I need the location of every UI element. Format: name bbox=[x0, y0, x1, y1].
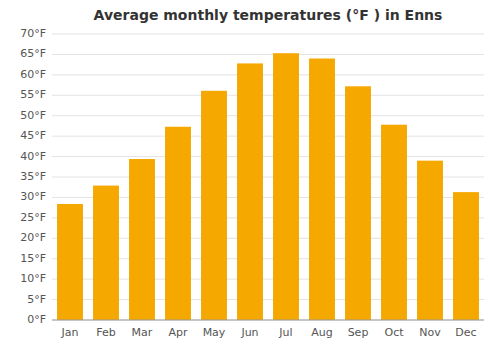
y-tick-label: 45°F bbox=[20, 129, 46, 142]
x-tick-label: Oct bbox=[384, 326, 404, 339]
y-tick-label: 65°F bbox=[20, 47, 46, 60]
x-tick-label: Mar bbox=[132, 326, 153, 339]
x-tick-label: Feb bbox=[96, 326, 115, 339]
y-tick-label: 30°F bbox=[20, 190, 46, 203]
grid-line bbox=[52, 54, 484, 55]
y-tick-label: 55°F bbox=[20, 88, 46, 101]
x-tick-label: Dec bbox=[455, 326, 476, 339]
grid-line bbox=[52, 95, 484, 96]
bar bbox=[345, 86, 371, 320]
bar bbox=[57, 204, 83, 320]
x-tick-label: Aug bbox=[311, 326, 332, 339]
grid-line bbox=[52, 34, 484, 35]
y-axis: 0°F 5°F 10°F 15°F 20°F 25°F 30°F 35°F 40°F 45°F 50… bbox=[20, 27, 46, 326]
y-tick-label: 70°F bbox=[20, 27, 46, 40]
grid-line bbox=[52, 136, 484, 137]
y-tick-label: 20°F bbox=[20, 231, 46, 244]
chart-svg: Average monthly temperatures (°F ) in En… bbox=[0, 0, 500, 350]
bar bbox=[453, 192, 479, 320]
grid-line bbox=[52, 156, 484, 157]
bar bbox=[201, 91, 227, 320]
grid-line bbox=[52, 74, 484, 75]
y-tick-label: 10°F bbox=[20, 272, 46, 285]
y-tick-label: 60°F bbox=[20, 68, 46, 81]
bars bbox=[57, 53, 479, 320]
chart-title: Average monthly temperatures (°F ) in En… bbox=[94, 7, 443, 23]
y-tick-label: 40°F bbox=[20, 150, 46, 163]
grid bbox=[52, 34, 484, 320]
x-tick-label: Jul bbox=[278, 326, 292, 339]
x-tick-label: Sep bbox=[348, 326, 369, 339]
x-axis-line bbox=[52, 320, 484, 321]
x-tick-label: May bbox=[203, 326, 226, 339]
bar bbox=[309, 59, 335, 320]
y-tick-label: 50°F bbox=[20, 109, 46, 122]
x-tick-label: Jan bbox=[61, 326, 79, 339]
grid-line bbox=[52, 320, 484, 321]
bar bbox=[381, 125, 407, 320]
bar bbox=[93, 186, 119, 320]
bar bbox=[417, 161, 443, 320]
x-tick-label: Jun bbox=[240, 326, 258, 339]
y-tick-label: 25°F bbox=[20, 211, 46, 224]
y-tick-label: 5°F bbox=[27, 293, 46, 306]
x-axis: Jan Feb Mar Apr May Jun Jul Aug Sep Oct Nov Dec bbox=[52, 320, 484, 339]
x-tick-label: Nov bbox=[419, 326, 441, 339]
x-tick-label: Apr bbox=[168, 326, 188, 339]
y-tick-label: 0°F bbox=[27, 313, 46, 326]
chart-container: Average monthly temperatures (°F ) in En… bbox=[0, 0, 500, 350]
bar bbox=[165, 127, 191, 320]
bar bbox=[129, 159, 155, 320]
y-tick-label: 15°F bbox=[20, 252, 46, 265]
y-tick-label: 35°F bbox=[20, 170, 46, 183]
bar bbox=[273, 53, 299, 320]
bar bbox=[237, 63, 263, 320]
grid-line bbox=[52, 115, 484, 116]
